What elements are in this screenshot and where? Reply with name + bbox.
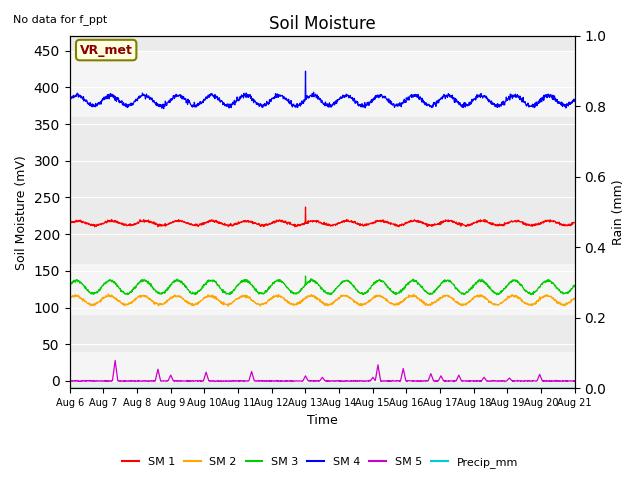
- SM 3: [125, 290, 133, 296]
- SM 4: [280, 94, 288, 100]
- Title: Soil Moisture: Soil Moisture: [269, 15, 376, 33]
- SM 2: [66, 295, 74, 300]
- Y-axis label: Rain (mm): Rain (mm): [612, 180, 625, 245]
- SM 4: [105, 92, 113, 97]
- SM 5: [280, 378, 288, 384]
- SM 5: [66, 378, 74, 384]
- SM 2: [300, 296, 308, 301]
- SM 1: [66, 220, 74, 226]
- SM 3: [66, 283, 74, 289]
- SM 1: [105, 219, 113, 225]
- SM 1: [354, 221, 362, 227]
- SM 2: [105, 293, 113, 299]
- Bar: [70, 50, 575, 117]
- SM 1: [571, 220, 579, 226]
- SM 1: [280, 219, 288, 225]
- SM 1: [291, 224, 299, 229]
- SM 1: [126, 223, 134, 228]
- Precip_mm: [291, 385, 298, 391]
- SM 2: [571, 295, 579, 301]
- SM 5: [111, 358, 119, 363]
- SM 1: [91, 224, 99, 230]
- Y-axis label: Soil Moisture (mV): Soil Moisture (mV): [15, 155, 28, 269]
- Precip_mm: [66, 385, 74, 391]
- SM 5: [126, 378, 134, 384]
- Precip_mm: [571, 385, 579, 391]
- SM 2: [225, 303, 232, 309]
- SM 5: [450, 379, 458, 384]
- Precip_mm: [105, 385, 113, 391]
- SM 4: [291, 104, 299, 109]
- SM 2: [104, 291, 112, 297]
- SM 4: [160, 106, 168, 111]
- SM 3: [493, 292, 500, 298]
- SM 1: [300, 221, 308, 227]
- SM 5: [353, 378, 361, 384]
- Line: SM 2: SM 2: [70, 294, 575, 306]
- SM 2: [354, 300, 362, 306]
- SM 4: [354, 99, 362, 105]
- SM 3: [105, 278, 113, 284]
- Precip_mm: [353, 385, 361, 391]
- SM 3: [571, 283, 579, 288]
- Legend: SM 1, SM 2, SM 3, SM 4, SM 5, Precip_mm: SM 1, SM 2, SM 3, SM 4, SM 5, Precip_mm: [118, 452, 522, 472]
- SM 5: [291, 378, 299, 384]
- Line: SM 5: SM 5: [70, 360, 575, 382]
- SM 4: [301, 68, 309, 74]
- Precip_mm: [300, 385, 307, 391]
- SM 4: [571, 98, 579, 104]
- Line: SM 4: SM 4: [70, 71, 575, 108]
- SM 5: [300, 376, 308, 382]
- Text: No data for f_ppt: No data for f_ppt: [13, 14, 107, 25]
- SM 2: [291, 301, 299, 307]
- SM 4: [66, 98, 74, 104]
- Bar: [70, 264, 575, 315]
- Line: SM 3: SM 3: [70, 276, 575, 295]
- SM 3: [280, 281, 288, 287]
- SM 3: [353, 288, 361, 294]
- Precip_mm: [280, 385, 288, 391]
- SM 3: [300, 284, 307, 290]
- SM 1: [301, 204, 309, 210]
- SM 3: [301, 273, 309, 279]
- X-axis label: Time: Time: [307, 414, 337, 427]
- SM 3: [291, 290, 298, 296]
- SM 5: [571, 378, 579, 384]
- SM 4: [300, 98, 308, 104]
- Precip_mm: [125, 385, 133, 391]
- SM 4: [125, 101, 133, 107]
- SM 5: [105, 378, 113, 384]
- SM 2: [281, 297, 289, 303]
- Bar: [70, 352, 575, 381]
- Line: SM 1: SM 1: [70, 207, 575, 227]
- Text: VR_met: VR_met: [80, 44, 132, 57]
- SM 2: [126, 300, 134, 306]
